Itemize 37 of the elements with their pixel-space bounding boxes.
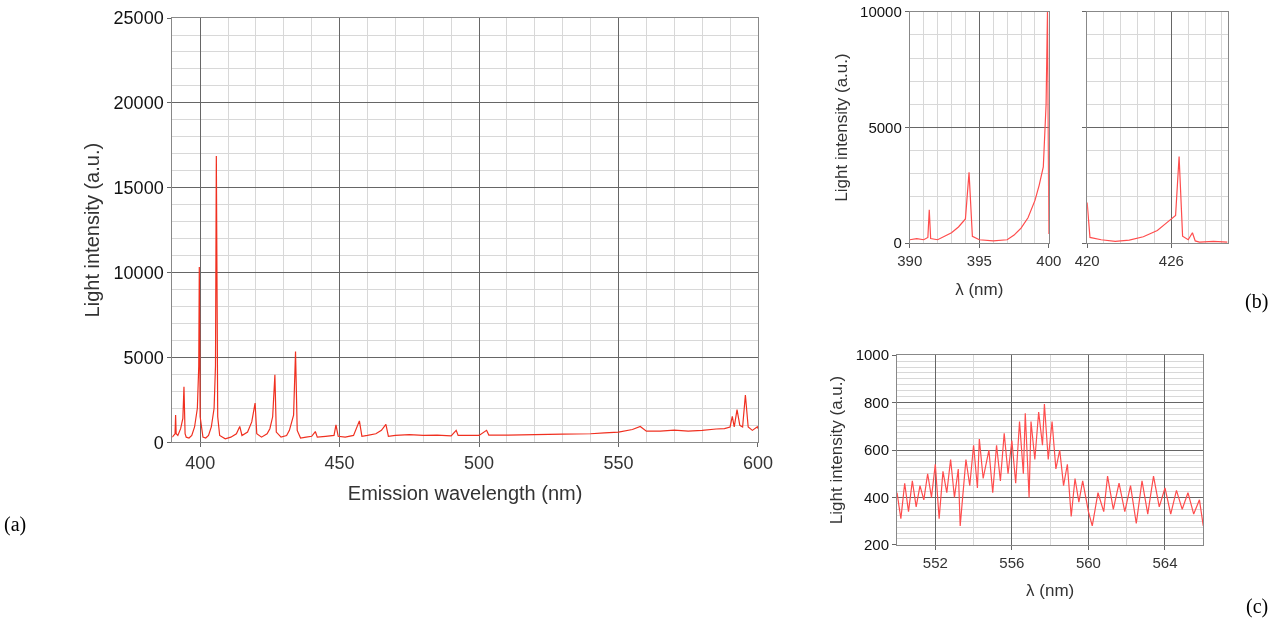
text: (a)	[4, 513, 27, 536]
text: (b)	[1245, 290, 1269, 313]
x-tick-label: 395	[966, 252, 992, 270]
y-axis-title: Light intensity (a.u.)	[831, 53, 851, 202]
x-tick-label: 560	[1075, 553, 1101, 571]
x-tick-label: 552	[922, 553, 948, 571]
y-tick-label: 10000	[860, 3, 902, 21]
x-tick-label: 600	[742, 452, 773, 473]
y-tick-label: 15000	[113, 178, 164, 199]
y-tick-label: 0	[893, 234, 902, 252]
x-tick-label: 390	[897, 252, 923, 270]
x-tick-label: 400	[185, 452, 216, 473]
y-axis-title: Light intensity (a.u.)	[81, 142, 104, 318]
y-tick-label: 800	[864, 393, 890, 411]
y-tick-label: 10000	[113, 262, 164, 283]
x-axis-title: Emission wavelength (nm)	[347, 482, 583, 505]
y-tick-label: 25000	[113, 8, 164, 29]
text: (c)	[1246, 595, 1269, 618]
x-tick-label: 550	[603, 452, 634, 473]
y-tick-label: 600	[864, 441, 890, 459]
y-tick-label: 400	[864, 488, 890, 506]
x-tick-label: 400	[1036, 252, 1062, 270]
y-tick-label: 0	[153, 432, 164, 453]
y-tick-label: 200	[864, 536, 890, 554]
x-tick-label: 426	[1158, 252, 1184, 270]
y-tick-label: 5000	[868, 118, 902, 136]
x-axis-title: λ (nm)	[1026, 581, 1075, 601]
x-tick-label: 420	[1074, 252, 1100, 270]
x-tick-label: 556	[999, 553, 1025, 571]
x-tick-label: 500	[464, 452, 495, 473]
x-axis-title: λ (nm)	[955, 279, 1004, 299]
y-tick-label: 5000	[123, 347, 164, 368]
y-tick-label: 1000	[855, 346, 890, 364]
x-tick-label: 564	[1152, 553, 1178, 571]
x-tick-label: 450	[324, 452, 355, 473]
y-tick-label: 20000	[113, 93, 164, 114]
y-axis-title: Light intensity (a.u.)	[827, 375, 847, 525]
